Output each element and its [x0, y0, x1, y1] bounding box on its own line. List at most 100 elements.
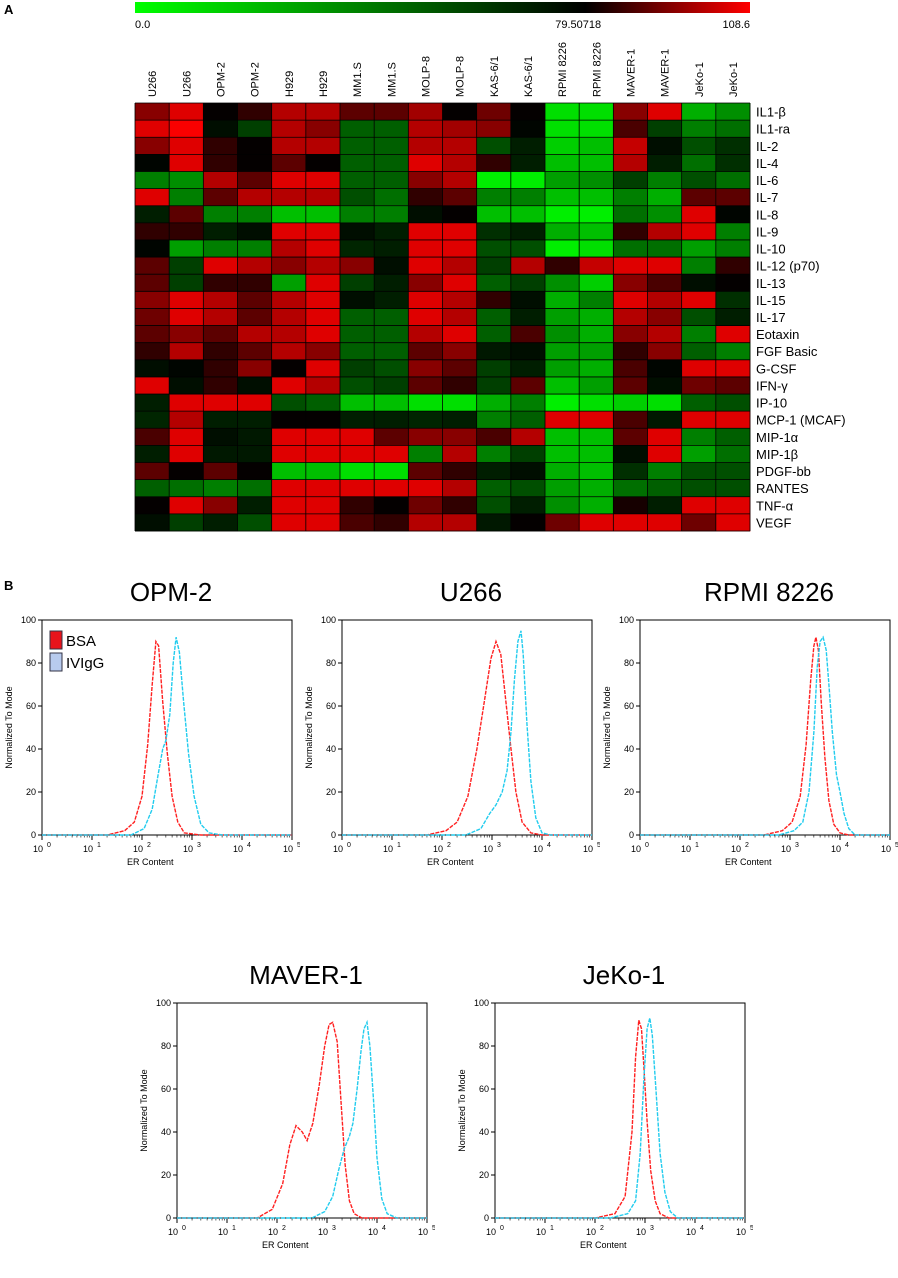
- x-tick-exponent: 2: [147, 842, 151, 849]
- x-axis-label: ER Content: [725, 857, 772, 865]
- x-tick-label: 10: [686, 1227, 696, 1237]
- heatmap-cell: [408, 103, 443, 121]
- panel-a-letter: A: [4, 2, 14, 17]
- y-tick-label: 80: [161, 1041, 171, 1051]
- heatmap-cell: [237, 171, 273, 189]
- heatmap-cell: [374, 394, 409, 412]
- heatmap-cell: [510, 394, 546, 412]
- heatmap-cell: [613, 205, 648, 224]
- y-tick-label: 0: [629, 830, 634, 840]
- heatmap-cell: [647, 274, 683, 292]
- heatmap-cell: [442, 171, 478, 189]
- series-line-bsa: [640, 637, 890, 836]
- heatmap-cell: [340, 188, 375, 207]
- heatmap-chart: 0.0 79.50718 108.6 U266 U266 OPM-2 OPM-2 H929 H9…: [134, 2, 846, 532]
- heatmap-cell: [613, 154, 648, 172]
- heatmap-cell: [510, 359, 546, 378]
- heatmap-cell: [545, 188, 580, 207]
- heatmap-cell: [340, 205, 375, 224]
- heatmap-cell: [203, 291, 238, 309]
- heatmap-cell: [169, 359, 204, 378]
- heatmap-cell: [510, 376, 546, 395]
- heatmap-cell: [476, 479, 512, 498]
- heatmap-cell: [613, 445, 648, 463]
- heatmap-cell: [305, 291, 341, 309]
- heatmap-cell: [647, 239, 683, 258]
- heatmap-cell: [237, 154, 273, 172]
- heatmap-cell: [647, 171, 683, 189]
- heatmap-cell: [237, 342, 273, 361]
- row-label-fgf-basic: FGF Basic: [756, 344, 818, 359]
- heatmap-cell: [203, 325, 238, 344]
- heatmap-cell: [545, 445, 580, 463]
- x-tick-label: 10: [631, 844, 641, 854]
- heatmap-cell: [613, 496, 648, 515]
- plot-frame: [341, 619, 593, 836]
- heatmap-cell: [305, 120, 341, 138]
- row-label-ip-10: IP-10: [756, 396, 787, 411]
- heatmap-cell: [715, 342, 751, 361]
- heatmap-cell: [374, 257, 409, 275]
- heatmap-cell: [510, 137, 546, 155]
- heatmap-cell: [715, 154, 751, 172]
- heatmap-cell: [169, 188, 204, 207]
- heatmap-cell: [476, 308, 512, 326]
- heatmap-cell: [203, 239, 238, 258]
- y-tick-label: 80: [479, 1041, 489, 1051]
- x-tick-label: 10: [881, 844, 891, 854]
- y-tick-label: 100: [156, 998, 171, 1008]
- heatmap-cell: [340, 222, 375, 241]
- heatmap-cell: [408, 120, 443, 138]
- heatmap-cell: [442, 103, 478, 121]
- heatmap-cell: [169, 222, 204, 241]
- column-label-h929: H929: [318, 71, 330, 97]
- heatmap-cell: [305, 428, 341, 446]
- heatmap-cell: [374, 428, 409, 446]
- heatmap-cell: [647, 462, 683, 481]
- heatmap-cell: [545, 496, 580, 515]
- heatmap-cell: [271, 513, 307, 532]
- heatmap-cell: [408, 188, 443, 207]
- heatmap-cell: [545, 222, 580, 241]
- heatmap-cell: [647, 205, 683, 224]
- heatmap-cell: [681, 445, 717, 463]
- x-tick-label: 10: [533, 844, 543, 854]
- x-tick-exponent: 3: [795, 842, 799, 849]
- heatmap-cell: [374, 239, 409, 258]
- x-tick-label: 10: [183, 844, 193, 854]
- heatmap-cell: [237, 291, 273, 309]
- heatmap-cell: [613, 239, 648, 258]
- y-tick-label: 20: [479, 1170, 489, 1180]
- heatmap-cell: [169, 325, 204, 344]
- heatmap-cell: [715, 274, 751, 292]
- row-label-il-12-p70: IL-12 (p70): [756, 259, 820, 274]
- row-label-pdgf-bb: PDGF-bb: [756, 464, 811, 479]
- x-tick-exponent: 1: [695, 842, 699, 849]
- heatmap-cell: [681, 376, 717, 395]
- heatmap-cell: [579, 394, 614, 412]
- heatmap-cell: [169, 445, 204, 463]
- heatmap-cell: [545, 394, 580, 412]
- heatmap-cell: [305, 154, 341, 172]
- y-tick-label: 20: [624, 787, 634, 797]
- heatmap-cell: [305, 445, 341, 463]
- heatmap-cell: [237, 394, 273, 412]
- colorbar-min-label: 0.0: [135, 19, 150, 31]
- x-tick-exponent: 4: [247, 842, 251, 849]
- heatmap-cell: [271, 308, 307, 326]
- heatmap-cell: [579, 308, 614, 326]
- heatmap-cell: [442, 205, 478, 224]
- heatmap-cell: [579, 171, 614, 189]
- x-tick-label: 10: [133, 844, 143, 854]
- heatmap-cell: [442, 513, 478, 532]
- heatmap-cell: [715, 291, 751, 309]
- heatmap-cell: [203, 359, 238, 378]
- heatmap-cell: [340, 137, 375, 155]
- heatmap-cell: [545, 428, 580, 446]
- legend-label-bsa: BSA: [66, 633, 96, 650]
- heatmap-cell: [681, 120, 717, 138]
- y-tick-label: 0: [31, 830, 36, 840]
- heatmap-cell: [408, 308, 443, 326]
